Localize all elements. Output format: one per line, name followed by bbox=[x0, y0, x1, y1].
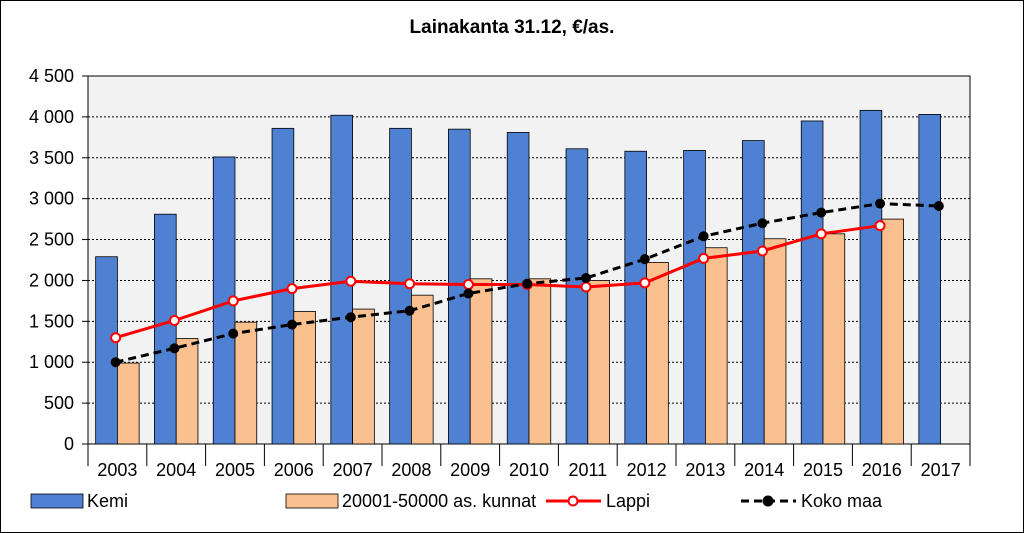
bar-kunnat-2015 bbox=[822, 233, 846, 445]
x-tick-label: 2007 bbox=[333, 460, 373, 480]
point-koko-maa bbox=[228, 328, 239, 339]
x-tick-label: 2016 bbox=[862, 460, 902, 480]
legend-marker bbox=[762, 495, 774, 507]
x-tick-label: 2005 bbox=[215, 460, 255, 480]
point-lappi bbox=[168, 315, 180, 327]
legend-swatch bbox=[30, 493, 84, 509]
point-lappi bbox=[580, 281, 592, 293]
point-lappi bbox=[345, 275, 357, 287]
x-tick-label: 2017 bbox=[921, 460, 961, 480]
x-tick-label: 2015 bbox=[803, 460, 843, 480]
y-tick-label: 3 000 bbox=[29, 189, 74, 209]
line-lappi bbox=[115, 224, 881, 340]
bar-kemi-2015 bbox=[800, 120, 824, 445]
y-tick-label: 2 500 bbox=[29, 230, 74, 250]
bar-kunnat-2014 bbox=[763, 238, 787, 445]
point-lappi bbox=[404, 278, 416, 290]
x-tick-label: 2008 bbox=[391, 460, 431, 480]
y-tick-label: 1 000 bbox=[29, 352, 74, 372]
y-tick-label: 2 000 bbox=[29, 270, 74, 290]
x-tick-label: 2014 bbox=[744, 460, 784, 480]
bar-kunnat-2016 bbox=[881, 218, 904, 445]
point-koko-maa bbox=[287, 319, 298, 330]
point-koko-maa bbox=[581, 272, 592, 283]
x-tick-label: 2011 bbox=[568, 460, 607, 480]
point-lappi bbox=[227, 295, 239, 307]
bar-kunnat-2013 bbox=[705, 247, 728, 445]
x-tick-label: 2009 bbox=[450, 460, 490, 480]
y-tick-label: 1 500 bbox=[29, 311, 74, 331]
point-lappi bbox=[462, 279, 474, 291]
point-lappi bbox=[756, 245, 768, 257]
point-koko-maa bbox=[404, 305, 415, 316]
point-koko-maa bbox=[816, 207, 827, 218]
y-tick-label: 500 bbox=[44, 393, 74, 413]
bar-kemi-2012 bbox=[624, 150, 647, 445]
x-tick-label: 2012 bbox=[627, 460, 667, 480]
y-tick-label: 3 500 bbox=[29, 148, 74, 168]
point-lappi bbox=[110, 332, 122, 344]
point-koko-maa bbox=[169, 343, 180, 354]
bar-kunnat-2008 bbox=[410, 294, 434, 445]
point-koko-maa bbox=[933, 201, 944, 212]
point-koko-maa bbox=[463, 288, 474, 299]
point-koko-maa bbox=[345, 312, 356, 323]
bar-kunnat-2005 bbox=[234, 321, 258, 445]
point-koko-maa bbox=[110, 357, 121, 368]
point-koko-maa bbox=[698, 231, 709, 242]
bar-kunnat-2007 bbox=[352, 308, 375, 445]
point-koko-maa bbox=[639, 254, 650, 265]
bar-kemi-2004 bbox=[154, 213, 177, 445]
bar-kemi-2003 bbox=[95, 256, 118, 445]
x-tick-label: 2006 bbox=[274, 460, 314, 480]
y-tick-label: 4 000 bbox=[29, 107, 74, 127]
plot-area: 0 500 1 000 1 500 2 000 2 500 3 000 3 500 4 000 4… bbox=[29, 66, 971, 480]
legend-label: Lappi bbox=[606, 491, 650, 511]
point-lappi bbox=[698, 252, 710, 264]
point-lappi bbox=[286, 283, 298, 295]
legend: Kemi 20001-50000 as. kunnat Lappi Koko maa bbox=[30, 491, 883, 511]
point-lappi bbox=[815, 228, 827, 240]
point-koko-maa bbox=[522, 278, 533, 289]
bar-kemi-2014 bbox=[742, 140, 765, 445]
point-lappi bbox=[639, 277, 651, 289]
x-tick-label: 2010 bbox=[509, 460, 549, 480]
legend-marker bbox=[567, 495, 579, 507]
point-lappi bbox=[874, 220, 886, 232]
bar-kemi-2017 bbox=[918, 114, 941, 445]
bar-kunnat-2004 bbox=[175, 338, 199, 445]
legend-label: 20001-50000 as. kunnat bbox=[342, 491, 536, 511]
bar-kunnat-2009 bbox=[469, 278, 493, 445]
bar-kemi-2013 bbox=[683, 150, 706, 445]
legend-label: Kemi bbox=[87, 491, 128, 511]
point-koko-maa bbox=[757, 218, 768, 229]
bar-kemi-2016 bbox=[859, 109, 883, 445]
bar-kunnat-2010 bbox=[528, 278, 552, 445]
legend-swatch bbox=[285, 493, 339, 509]
x-tick-label: 2004 bbox=[156, 460, 196, 480]
y-tick-label: 0 bbox=[64, 434, 74, 454]
point-koko-maa bbox=[875, 198, 886, 209]
bar-kunnat-2011 bbox=[587, 280, 610, 445]
y-tick-label: 4 500 bbox=[29, 66, 74, 86]
legend-label: Koko maa bbox=[801, 491, 883, 511]
chart-title: Lainakanta 31.12, €/as. bbox=[410, 17, 615, 38]
x-tick-label: 2003 bbox=[97, 460, 137, 480]
x-tick-label: 2013 bbox=[685, 460, 725, 480]
bar-kunnat-2006 bbox=[293, 311, 316, 445]
bar-kunnat-2012 bbox=[646, 262, 669, 445]
bar-kemi-2011 bbox=[565, 148, 589, 445]
bar-kunnat-2003 bbox=[117, 362, 140, 445]
